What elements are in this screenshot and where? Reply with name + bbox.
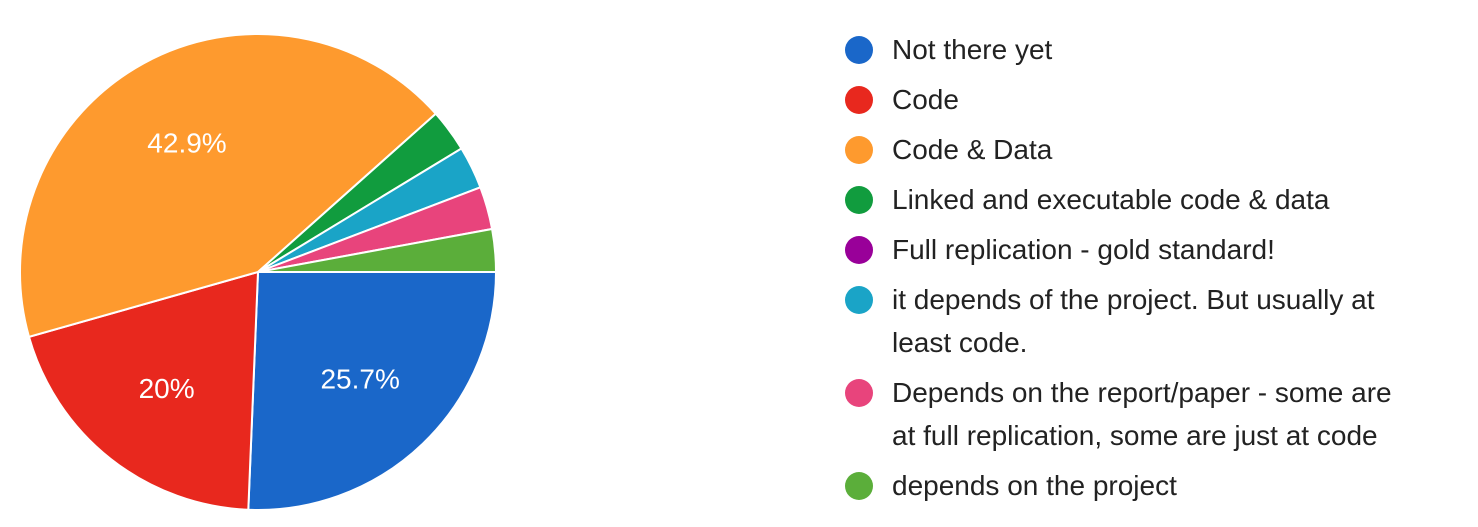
slice-data-label: 20% xyxy=(139,373,195,404)
pie-slice xyxy=(247,271,498,511)
legend-label-line: depends on the project xyxy=(892,470,1177,501)
legend-label-line: it depends of the project. But usually a… xyxy=(892,284,1375,315)
pie-slice xyxy=(257,227,498,273)
legend-item: Full replication - gold standard! xyxy=(845,228,1470,271)
legend-item: it depends of the project. But usually a… xyxy=(845,278,1470,364)
legend-label: Code xyxy=(892,84,959,115)
legend-swatch xyxy=(845,236,873,264)
pie-slice xyxy=(27,270,260,511)
legend-item: Not there yet xyxy=(845,28,1470,71)
legend-item: depends on the project xyxy=(845,464,1470,507)
legend-swatch xyxy=(845,86,873,114)
legend-label: Depends on the report/paper - some are at… xyxy=(892,377,1392,451)
legend-label-line: least code. xyxy=(892,327,1028,358)
pie-data-labels: 25.7% 20% 42.9% xyxy=(139,128,400,404)
legend-swatch xyxy=(845,36,873,64)
legend-label: Linked and executable code & data xyxy=(892,184,1329,215)
legend-label-line: Depends on the report/paper - some are xyxy=(892,377,1392,408)
legend-swatch xyxy=(845,186,873,214)
legend-label: Not there yet xyxy=(892,34,1052,65)
pie-slice xyxy=(19,33,438,339)
slice-data-label: 25.7% xyxy=(320,363,399,394)
legend-label-line: at full replication, some are just at co… xyxy=(892,420,1378,451)
legend-label-line: Linked and executable code & data xyxy=(892,184,1330,215)
legend-label: it depends of the project. But usually a… xyxy=(892,284,1375,358)
legend-label-line: Full replication - gold standard! xyxy=(892,234,1275,265)
legend-swatch xyxy=(845,379,873,407)
legend-item: Depends on the report/paper - some are at… xyxy=(845,371,1470,457)
legend-label: Full replication - gold standard! xyxy=(892,234,1275,265)
legend-item: Code xyxy=(845,78,1470,121)
legend-swatch xyxy=(845,472,873,500)
legend-swatch xyxy=(845,136,873,164)
chart-legend: Not there yet Code Code & Data Linked and e… xyxy=(845,28,1470,514)
legend-label-line: Not there yet xyxy=(892,34,1053,65)
legend-item: Linked and executable code & data xyxy=(845,178,1470,221)
slice-data-label: 42.9% xyxy=(147,128,226,159)
legend-swatch xyxy=(845,286,873,314)
legend-label-line: Code & Data xyxy=(892,134,1053,165)
legend-label-line: Code xyxy=(892,84,959,115)
legend-item: Code & Data xyxy=(845,128,1470,171)
pie-chart: 25.7% 20% 42.9% xyxy=(19,33,498,511)
pie-slices xyxy=(19,33,498,511)
legend-label: depends on the project xyxy=(892,470,1177,501)
legend-label: Code & Data xyxy=(892,134,1052,165)
